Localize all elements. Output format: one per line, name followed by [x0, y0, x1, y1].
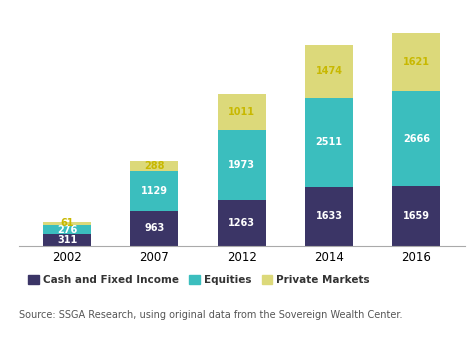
Bar — [43, 225, 91, 234]
Text: 288: 288 — [144, 161, 164, 171]
Text: 1263: 1263 — [228, 218, 255, 228]
Text: 1129: 1129 — [141, 186, 168, 196]
Bar — [43, 234, 91, 246]
Bar — [392, 91, 440, 186]
Text: 276: 276 — [57, 224, 77, 235]
Text: 2666: 2666 — [403, 134, 430, 144]
Bar — [392, 186, 440, 246]
Bar — [218, 201, 266, 246]
Bar — [218, 94, 266, 130]
Bar — [218, 130, 266, 201]
Bar — [130, 161, 178, 171]
Text: 1973: 1973 — [228, 160, 255, 170]
Bar — [305, 98, 353, 187]
Bar — [305, 45, 353, 98]
Text: 1633: 1633 — [316, 211, 343, 221]
Text: 2511: 2511 — [316, 137, 343, 147]
Text: 1621: 1621 — [403, 57, 430, 67]
Text: 1011: 1011 — [228, 107, 255, 117]
Legend: Cash and Fixed Income, Equities, Private Markets: Cash and Fixed Income, Equities, Private… — [24, 270, 374, 289]
Bar — [130, 171, 178, 211]
Bar — [305, 187, 353, 246]
Text: 963: 963 — [144, 223, 164, 233]
Text: 1659: 1659 — [403, 211, 430, 221]
Bar — [130, 211, 178, 246]
Bar — [43, 222, 91, 225]
Text: 61: 61 — [60, 219, 74, 228]
Bar — [392, 33, 440, 91]
Text: 1474: 1474 — [316, 66, 343, 76]
Text: Source: SSGA Research, using original data from the Sovereign Wealth Center.: Source: SSGA Research, using original da… — [19, 310, 402, 320]
Text: 311: 311 — [57, 235, 77, 245]
